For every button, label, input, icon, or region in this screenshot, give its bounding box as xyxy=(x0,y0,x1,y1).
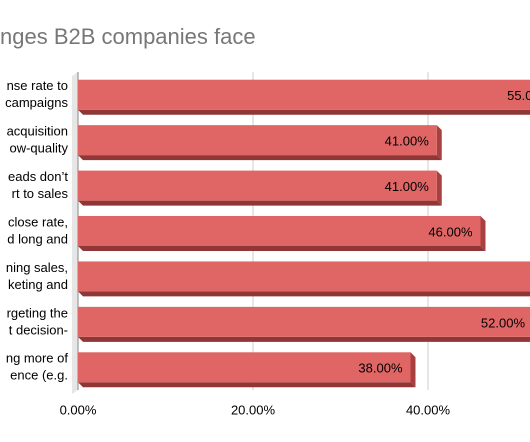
y-tick-label: t decision- xyxy=(9,322,68,337)
bar-bottom xyxy=(78,382,416,388)
bar xyxy=(78,261,530,292)
x-tick-label: 0.00% xyxy=(60,402,97,417)
y-tick-label: eads don’t xyxy=(8,169,68,184)
value-label: 46.00% xyxy=(428,224,473,239)
bar xyxy=(78,79,530,110)
bar xyxy=(78,352,411,383)
y-tick-label: campaigns xyxy=(5,95,68,110)
y-tick-label: rgeting the xyxy=(7,305,68,320)
bar-side xyxy=(436,170,442,206)
bar xyxy=(78,216,481,246)
bar-side xyxy=(480,216,486,251)
y-tick-label: rt to sales xyxy=(12,186,69,201)
y-tick-label: ng more of xyxy=(6,351,69,366)
x-tick-label: 40.00% xyxy=(406,402,451,417)
chart-title: nges B2B companies face xyxy=(0,24,256,49)
bar xyxy=(78,170,437,201)
bar-bottom xyxy=(78,246,486,251)
value-label: 55.00% xyxy=(507,88,530,103)
axis-wall xyxy=(72,72,78,394)
bar-bottom xyxy=(78,109,530,115)
y-tick-label: keting and xyxy=(8,277,68,292)
value-label: 41.00% xyxy=(385,179,430,194)
value-label: 41.00% xyxy=(385,134,430,149)
y-tick-label: nse rate to xyxy=(7,78,68,93)
y-tick-label: close rate, xyxy=(8,214,68,229)
value-label: 52.00% xyxy=(481,315,526,330)
y-tick-label: ow-quality xyxy=(9,141,68,156)
bar-side xyxy=(410,352,416,388)
y-tick-label: acquisition xyxy=(7,124,68,139)
bar-bottom xyxy=(78,291,530,297)
bar xyxy=(78,125,437,156)
bar-side xyxy=(436,125,442,161)
y-tick-label: d long and xyxy=(7,231,68,246)
bar-bottom xyxy=(78,155,442,161)
x-tick-label: 20.00% xyxy=(231,402,276,417)
bar-bottom xyxy=(78,200,442,206)
y-tick-label: ence (e.g. xyxy=(10,368,68,383)
bar xyxy=(78,306,530,337)
value-label: 38.00% xyxy=(358,361,403,376)
y-tick-label: ning sales, xyxy=(6,260,68,275)
bar-bottom xyxy=(78,336,530,342)
